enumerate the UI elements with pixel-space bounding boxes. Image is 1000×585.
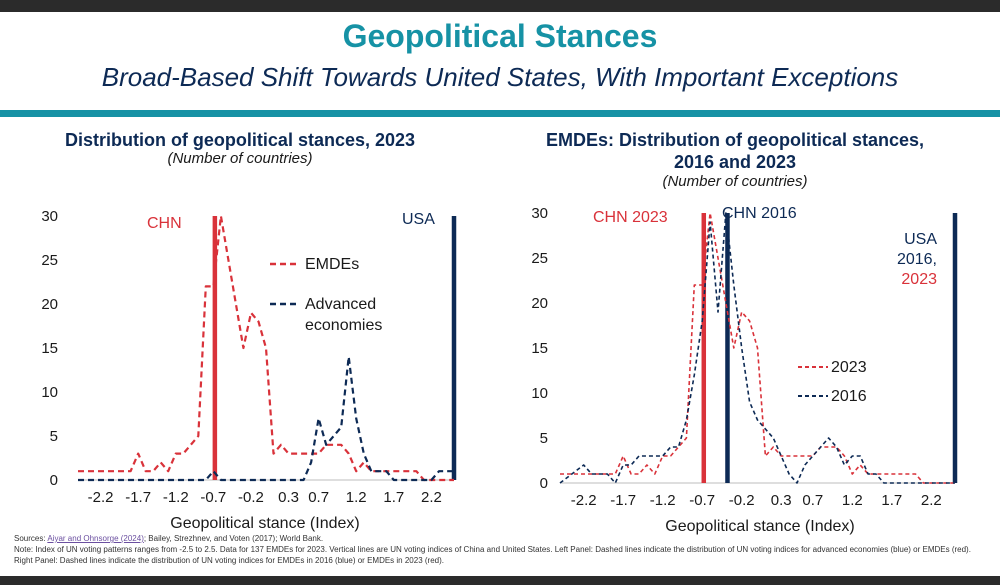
legend-advanced-label-line2: economies [305,317,382,334]
left-chn-label: CHN [147,215,182,232]
left-chart-xtick-label: 0.3 [278,489,299,506]
left-chart-ytick-label: 10 [41,384,58,401]
right-usa-label-line3: 2023 [901,271,937,288]
bottom-frame-bar [0,576,1000,585]
right-panel-title-line2: 2016 and 2023 [673,152,797,172]
left-chart-xtick-label: 0.7 [308,489,329,506]
right-chart-ytick-label: 5 [540,430,548,447]
left-chart-xtick-label: 2.2 [421,489,442,506]
left-xaxis-label: Geopolitical stance (Index) [170,515,359,532]
left-chart-ytick-label: 5 [50,428,58,445]
right-chn2023-label: CHN 2023 [593,209,668,226]
right-usa-label-line2: 2016, [897,251,937,268]
right-chart-ytick-label: 30 [531,205,548,222]
sources-link[interactable]: Aiyar and Ohnsorge (2024) [47,534,144,543]
right-chart-xtick-label: -1.7 [610,492,636,509]
left-chart-ytick-label: 20 [41,296,58,313]
right-chart-xtick-label: -2.2 [571,492,597,509]
legend-2023-label: 2023 [831,359,867,376]
right-chart-xtick-label: 1.7 [881,492,902,509]
right-chart-ytick-label: 0 [540,475,548,492]
sources-line: Sources: Aiyar and Ohnsorge (2024); Bail… [14,534,324,543]
legend-advanced-label-line1: Advanced [305,296,376,313]
top-frame-bar [0,0,1000,12]
page-subtitle: Broad-Based Shift Towards United States,… [101,62,899,92]
legend-2016-label: 2016 [831,388,867,405]
note-text: Note: Index of UN voting patterns ranges… [14,545,971,565]
left-usa-label: USA [402,211,435,228]
right-usa-label-line1: USA [904,231,937,248]
left-panel-unit: (Number of countries) [167,150,313,167]
right-chart-xtick-label: 0.7 [802,492,823,509]
page-title: Geopolitical Stances [342,18,658,54]
right-chart-xtick-label: -0.7 [689,492,715,509]
legend-emdes-label: EMDEs [305,256,359,273]
left-chart: 0 5 10 15 20 25 30 -2.2 -1.7 -1.2 -0.7 -0.2 0.3 0.7 1.… [41,208,457,506]
left-chart-xtick-label: -1.7 [125,489,151,506]
left-chart-ytick-label: 0 [50,472,58,489]
right-xaxis-label: Geopolitical stance (Index) [665,518,854,535]
right-chart-ytick-label: 20 [531,295,548,312]
left-chart-xtick-label: -2.2 [88,489,114,506]
left-chart-xtick-label: 1.7 [383,489,404,506]
right-chart-ytick-label: 10 [531,385,548,402]
right-chart: 0 5 10 15 20 25 30 -2.2 -1.7 -1.2 -0.7 -0.2 0.3 0.7 1.… [531,205,958,509]
right-chart-xtick-label: 0.3 [771,492,792,509]
right-chart-series-2016 [559,212,955,484]
right-chart-xtick-label: -1.2 [650,492,676,509]
left-chart-ytick-label: 15 [41,340,58,357]
left-panel-title: Distribution of geopolitical stances, 20… [64,130,416,150]
right-panel-unit: (Number of countries) [662,173,808,190]
right-panel-title-line1: EMDEs: Distribution of geopolitical stan… [545,130,925,150]
right-chart-series-2023 [560,212,955,484]
left-chart-xtick-label: 1.2 [346,489,367,506]
footer-notes: Sources: Aiyar and Ohnsorge (2024); Bail… [14,533,986,566]
left-chart-xtick-label: -0.7 [200,489,226,506]
right-chart-ytick-label: 15 [531,340,548,357]
left-chart-xtick-label: -0.2 [238,489,264,506]
header-divider [0,110,1000,117]
left-chart-xtick-label: -1.2 [163,489,189,506]
left-chart-ytick-label: 30 [41,208,58,225]
right-chart-xtick-label: 2.2 [921,492,942,509]
left-chart-ytick-label: 25 [41,252,58,269]
right-chn2016-label: CHN 2016 [722,205,797,222]
left-chart-series-advanced-economies [78,355,454,482]
right-chart-xtick-label: 1.2 [842,492,863,509]
right-chart-ytick-label: 25 [531,250,548,267]
left-chart-series-emdes [78,214,454,482]
right-chart-xtick-label: -0.2 [729,492,755,509]
